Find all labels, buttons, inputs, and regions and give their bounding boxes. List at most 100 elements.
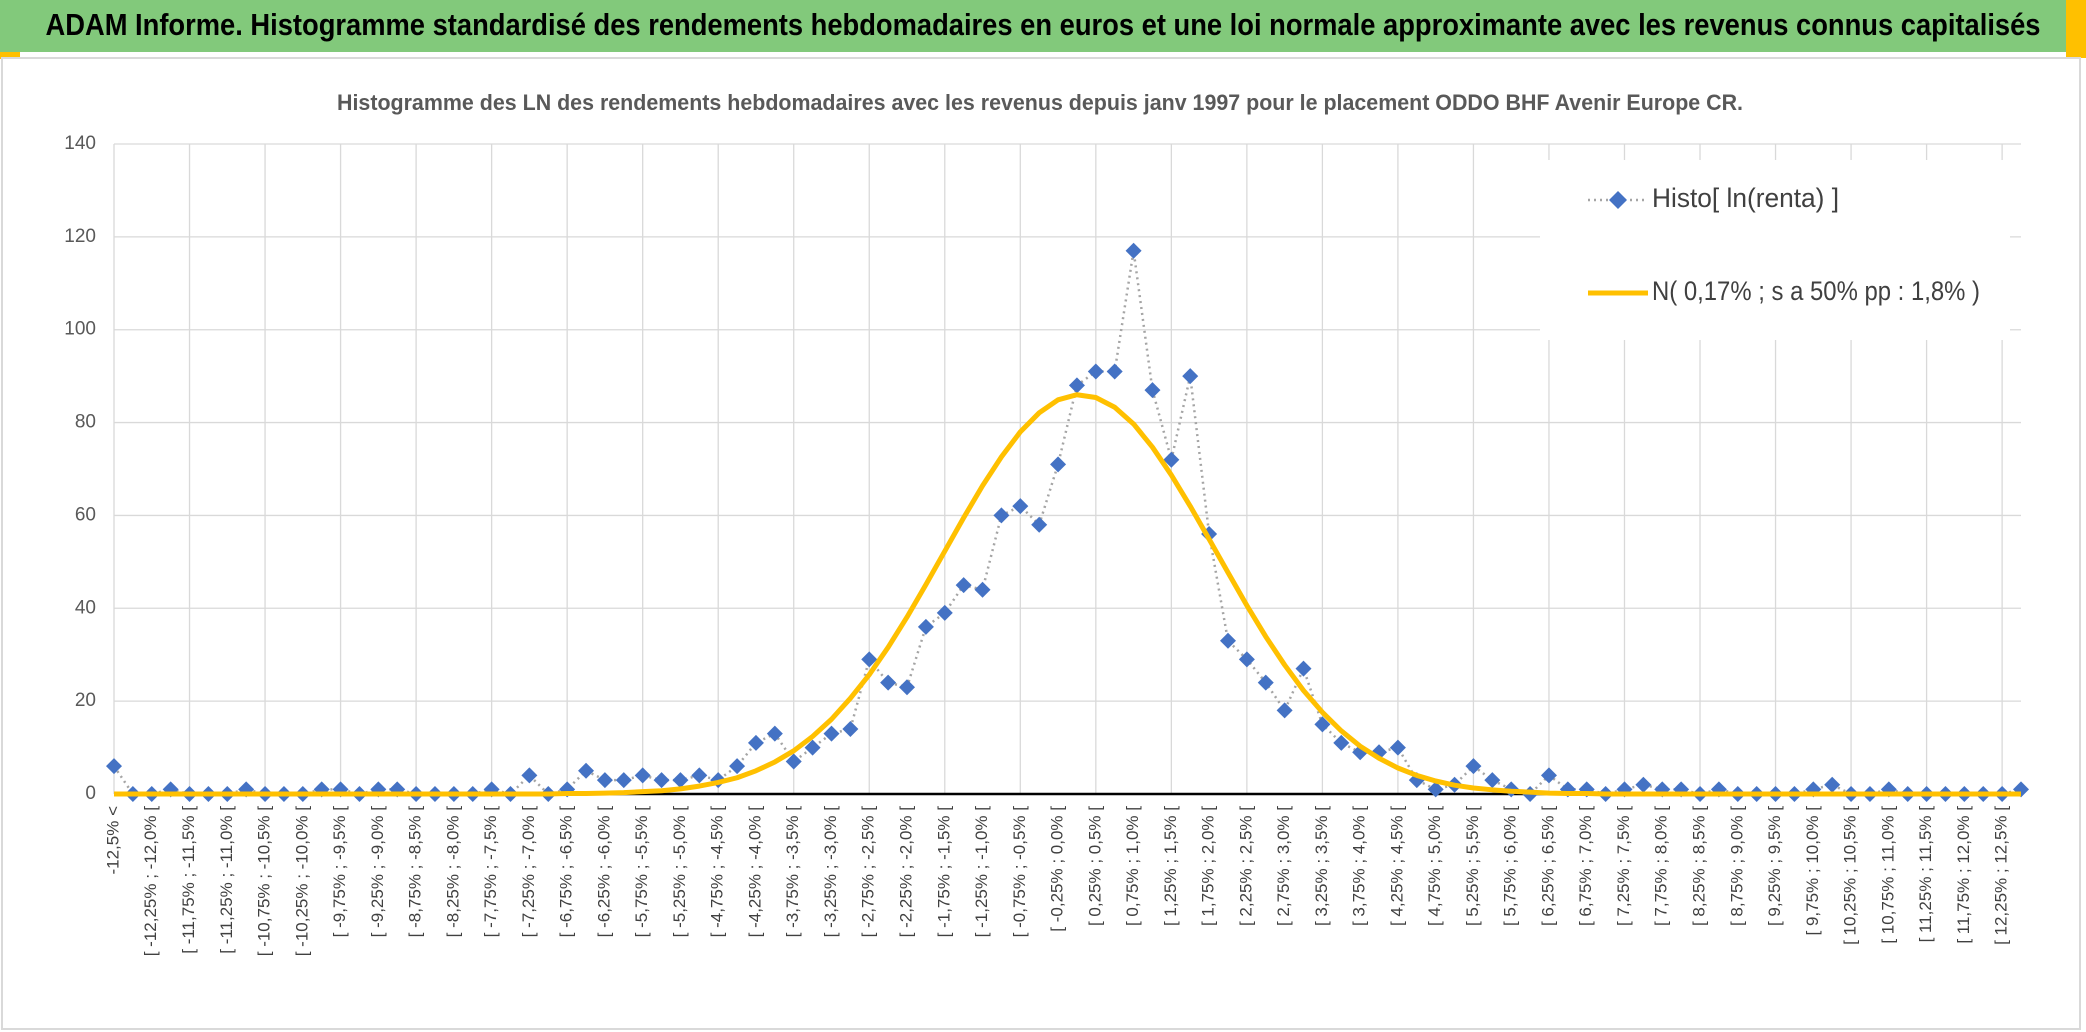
x-tick-label: [ 12,25% ; 12,5% [ xyxy=(1992,806,2011,945)
diamond-marker xyxy=(917,618,934,635)
x-tick-label: [ -1,75% ; -1,5% [ xyxy=(934,806,953,938)
x-tick-label: [ -0,25% ; 0,0% [ xyxy=(1048,806,1067,932)
diamond-marker xyxy=(785,753,802,770)
diamond-marker xyxy=(823,725,840,742)
y-tick-label: 100 xyxy=(64,319,96,340)
diamond-marker xyxy=(899,679,916,696)
diamond-marker xyxy=(1540,767,1557,784)
legend-box xyxy=(1540,160,2010,340)
diamond-marker xyxy=(521,767,538,784)
diamond-marker xyxy=(1238,651,1255,668)
x-tick-label: [ -7,25% ; -7,0% [ xyxy=(519,806,538,938)
diamond-marker xyxy=(1635,776,1652,793)
x-tick-label: [ -8,75% ; -8,5% [ xyxy=(406,806,425,938)
diamond-marker xyxy=(1182,368,1199,385)
diamond-marker xyxy=(804,739,821,756)
diamond-marker xyxy=(880,674,897,691)
diamond-marker xyxy=(1314,716,1331,733)
x-tick-label: [ 3,75% ; 4,0% [ xyxy=(1350,806,1369,926)
y-tick-label: 60 xyxy=(75,504,96,525)
diamond-marker xyxy=(1087,363,1104,380)
diamond-marker xyxy=(1389,739,1406,756)
diamond-marker xyxy=(578,762,595,779)
legend-label: N( 0,17% ; s a 50% pp : 1,8% ) xyxy=(1652,276,1980,306)
diamond-marker xyxy=(936,604,953,621)
x-tick-label: [ 3,25% ; 3,5% [ xyxy=(1312,806,1331,926)
x-tick-label: [ -4,25% ; -4,0% [ xyxy=(745,806,764,938)
diamond-marker xyxy=(861,651,878,668)
x-tick-label: [ -11,25% ; -11,0% [ xyxy=(217,806,236,954)
diamond-marker xyxy=(955,577,972,594)
x-tick-label: [ 6,25% ; 6,5% [ xyxy=(1538,806,1557,926)
diamond-marker xyxy=(1125,242,1142,259)
legend-marker xyxy=(1609,191,1627,209)
chart-title: Histogramme des LN des rendements hebdom… xyxy=(337,90,1743,115)
diamond-marker xyxy=(596,772,613,789)
x-tick-label: [ 1,75% ; 2,0% [ xyxy=(1199,806,1218,926)
diamond-marker xyxy=(1427,781,1444,798)
diamond-marker xyxy=(653,772,670,789)
x-tick-label: [ 6,75% ; 7,0% [ xyxy=(1576,806,1595,926)
y-tick-label: 20 xyxy=(75,690,96,711)
x-tick-label: [ -9,25% ; -9,0% [ xyxy=(368,806,387,938)
series-line xyxy=(114,392,2021,797)
x-tick-label: [ -6,25% ; -6,0% [ xyxy=(594,806,613,938)
y-tick-label: 40 xyxy=(75,597,96,618)
x-tick-label: [ 4,75% ; 5,0% [ xyxy=(1425,806,1444,926)
x-tick-label: [ 10,25% ; 10,5% [ xyxy=(1841,806,1860,945)
x-tick-label: [ 5,75% ; 6,0% [ xyxy=(1501,806,1520,926)
diamond-marker xyxy=(747,734,764,751)
diamond-marker xyxy=(1219,632,1236,649)
accent xyxy=(0,52,20,59)
diamond-marker xyxy=(1144,382,1161,399)
x-tick-label: [ -2,25% ; -2,0% [ xyxy=(896,806,915,938)
x-tick-label: [ 9,75% ; 10,0% [ xyxy=(1803,806,1822,936)
x-tick-label: [ 2,25% ; 2,5% [ xyxy=(1236,806,1255,926)
x-tick-label: [ 4,25% ; 4,5% [ xyxy=(1387,806,1406,926)
x-tick-label: [ 11,75% ; 12,0% [ xyxy=(1954,806,1973,944)
x-tick-label: [ 7,75% ; 8,0% [ xyxy=(1652,806,1671,926)
x-tick-label: [ -7,75% ; -7,5% [ xyxy=(481,806,500,938)
x-tick-label: [ -10,25% ; -10,0% [ xyxy=(292,806,311,957)
diamond-marker xyxy=(729,758,746,775)
diamond-marker xyxy=(993,507,1010,524)
x-tick-label: [ 8,25% ; 8,5% [ xyxy=(1690,806,1709,926)
x-tick-label: [ -12,25% ; -12,0% [ xyxy=(141,806,160,957)
y-tick-label: 80 xyxy=(75,412,96,433)
x-tick-label: [ -5,25% ; -5,0% [ xyxy=(670,806,689,938)
x-tick-label: [ -5,75% ; -5,5% [ xyxy=(632,806,651,938)
x-tick-label: [ -3,25% ; -3,0% [ xyxy=(821,806,840,938)
diamond-marker xyxy=(1276,702,1293,719)
x-tick-label: [ -6,75% ; -6,5% [ xyxy=(557,806,576,938)
accent xyxy=(2066,0,2086,58)
y-tick-label: 140 xyxy=(64,133,96,154)
diamond-marker xyxy=(672,772,689,789)
x-tick-label: [ -9,75% ; -9,5% [ xyxy=(330,806,349,938)
y-tick-label: 120 xyxy=(64,226,96,247)
header-bar xyxy=(0,0,2086,52)
x-tick-label: [ -0,75% ; -0,5% [ xyxy=(1010,806,1029,938)
x-tick-label: -12,5% < xyxy=(103,806,122,875)
diamond-marker xyxy=(766,725,783,742)
x-tick-label: [ 8,75% ; 9,0% [ xyxy=(1727,806,1746,926)
diamond-marker xyxy=(1163,451,1180,468)
diamond-marker xyxy=(1106,363,1123,380)
diamond-marker xyxy=(842,721,859,737)
x-tick-label: [ -10,75% ; -10,5% [ xyxy=(255,806,274,957)
diamond-marker xyxy=(1484,772,1501,789)
x-tick-label: [ 0,25% ; 0,5% [ xyxy=(1085,806,1104,926)
header-title: ADAM Informe. Histogramme standardisé de… xyxy=(46,7,2041,42)
diamond-marker xyxy=(615,772,632,789)
x-tick-label: [ 0,75% ; 1,0% [ xyxy=(1123,806,1142,926)
x-tick-label: [ -11,75% ; -11,5% [ xyxy=(179,806,198,954)
x-tick-label: [ 10,75% ; 11,0% [ xyxy=(1878,806,1897,944)
y-tick-label: 0 xyxy=(85,783,96,804)
diamond-marker xyxy=(691,767,708,784)
x-tick-label: [ -8,25% ; -8,0% [ xyxy=(443,806,462,938)
x-tick-label: [ 5,25% ; 5,5% [ xyxy=(1463,806,1482,926)
diamond-marker xyxy=(1031,516,1048,533)
x-tick-label: [ -4,75% ; -4,5% [ xyxy=(708,806,727,938)
x-tick-label: [ 2,75% ; 3,0% [ xyxy=(1274,806,1293,926)
diamond-marker xyxy=(974,581,991,598)
